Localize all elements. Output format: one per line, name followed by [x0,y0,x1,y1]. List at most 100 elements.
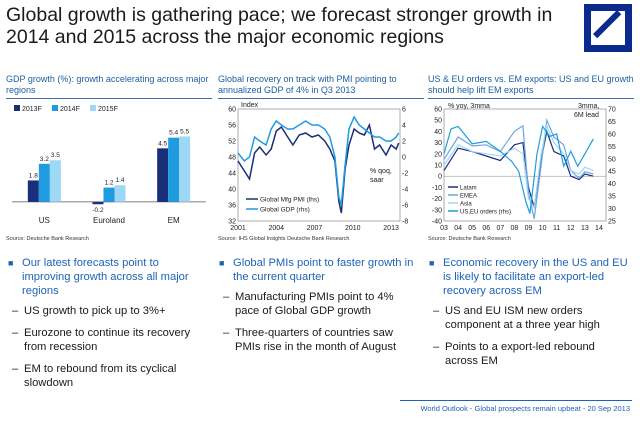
bullet-item: Our latest forecasts point to improving … [8,256,206,298]
panel-orders-exports: US & EU orders vs. EM exports: US and EU… [428,74,634,239]
bar [103,187,115,202]
page-title: Global growth is gathering pace; we fore… [6,4,553,48]
y-tick-label-right: 35 [608,194,616,201]
sub-bullet-item: – US growth to pick up to 3%+ [12,305,166,317]
x-tick-label: 04 [454,225,462,232]
y-tick-label-right: 60 [608,131,616,138]
bar [92,201,104,205]
legend-swatch [52,105,58,111]
x-tick-label: US [39,216,50,225]
chart-source: Source: Deutsche Bank Research [428,236,511,242]
sub-bullet-item: – US and EU ISM new orders component at a… [433,305,600,331]
x-tick-label: 2001 [230,225,246,232]
y-tick-label-left: 10 [434,163,442,170]
sub-bullet-item: – Points to a export-led rebound across E… [433,341,595,367]
x-tick-label: 06 [482,225,490,232]
x-tick-label: 2010 [345,225,361,232]
dash-icon: – [12,363,19,375]
x-tick-label: EM [168,216,180,225]
bar-value-label: 3.5 [51,152,60,159]
y-tick-label-right: 2 [402,139,406,146]
dash-icon: – [223,291,230,303]
y-tick-label-left: 48 [228,155,236,162]
x-tick-label: 2007 [307,225,323,232]
y-tick-label-right: -6 [402,203,408,210]
x-tick-label: 08 [511,225,519,232]
right-axis-label-line2: 6M lead [574,112,599,119]
y-tick-label-left: 52 [228,139,236,146]
y-tick-label-left: 60 [228,107,236,114]
sub-bullet-item: – Manufacturing PMIs point to 4% pace of … [223,291,394,317]
bar [49,160,61,202]
chart-source: Source: Deutsche Bank Research [6,236,89,242]
legend-label: Global GDP (rhs) [260,207,310,214]
series-line [443,117,594,219]
dash-icon: – [223,327,230,339]
panel-gdp-growth: GDP growth (%): growth accelerating acro… [6,74,212,239]
y-tick-label-right: 0 [402,155,406,162]
y-tick-label-left: -10 [432,185,442,192]
orders-line-chart: -40 -30 -20 -10 0 10 20 30 40 50 60 25 30 35 40 45 50 55 6… [432,103,616,232]
legend-label: 2015F [98,106,118,113]
bar-value-label: 5.4 [169,130,178,137]
dash-icon: – [433,341,440,353]
x-tick-label: 03 [440,225,448,232]
left-axis-label: Index [241,102,259,109]
y-tick-label-right: 25 [608,219,616,226]
y-tick-label-left: 50 [434,118,442,125]
y-tick-label-left: -20 [432,196,442,203]
x-tick-label: 05 [468,225,476,232]
legend-swatch [14,105,20,111]
y-tick-label-right: -8 [402,219,408,226]
bullets-panel-1: Our latest forecasts point to improving … [8,256,206,398]
plot-frame [237,108,401,222]
x-tick-label: 09 [525,225,533,232]
y-tick-label-left: 0 [438,174,442,181]
bar [38,163,50,202]
left-axis-label: % yoy, 3mma [448,103,490,110]
dash-icon: – [433,305,440,317]
bar [114,185,126,202]
legend-label: Asia [460,202,472,208]
right-axis-label-line1: % qoq, [370,168,392,175]
right-axis-label-line2: saar [370,177,384,184]
y-tick-label-right: 6 [402,107,406,114]
dash-icon: – [12,305,19,317]
y-tick-label-left: -40 [432,219,442,226]
y-tick-label-right: 45 [608,169,616,176]
x-tick-label: 14 [595,225,603,232]
y-tick-label-right: 30 [608,206,616,213]
legend-label: Latam [460,186,477,192]
chart-source: Source: IHS Global Insights Deutsche Ban… [218,236,350,242]
y-tick-label-left: 30 [434,140,442,147]
legend-label: 2013F [22,106,42,113]
bar [157,148,169,202]
sub-bullet-item: – Eurozone to continue its recovery from … [12,327,191,353]
panel-pmi: Global recovery on track with PMI pointi… [218,74,424,239]
bullets-panel-2: Global PMIs point to faster growth in th… [219,256,417,362]
sub-bullet-item: – EM to rebound from its cyclical slowdow… [12,363,177,389]
chart-title: Global recovery on track with PMI pointi… [218,74,424,99]
bar-value-label: 1.4 [115,177,124,184]
pmi-line-chart: 32 36 40 44 48 52 56 60 -8 -6 -4 -2 0 2 4 6 2001 2004 2007… [228,102,408,232]
x-tick-label: Euroland [93,216,125,225]
x-tick-label: 11 [553,225,560,232]
dash-icon: – [12,327,19,339]
deutsche-bank-logo-icon [584,4,632,52]
series-line [237,115,400,206]
bullet-item: Economic recovery in the US and EU is li… [429,256,629,298]
x-tick-label: 10 [539,225,547,232]
y-tick-label-right: -4 [402,187,408,194]
y-tick-label-right: 55 [608,144,616,151]
y-tick-label-left: 32 [228,219,236,226]
legend-swatch [90,105,96,111]
y-tick-label-right: 65 [608,119,616,126]
series-line [237,122,400,214]
bar-value-label: 1.2 [104,180,113,187]
bar-value-label: 5.5 [180,128,189,135]
x-tick-label: 13 [581,225,589,232]
y-tick-label-right: -2 [402,171,408,178]
legend-label: Global Mfg PMI (lhs) [260,197,319,204]
y-tick-label-left: 40 [434,129,442,136]
x-tick-label: 12 [567,225,575,232]
